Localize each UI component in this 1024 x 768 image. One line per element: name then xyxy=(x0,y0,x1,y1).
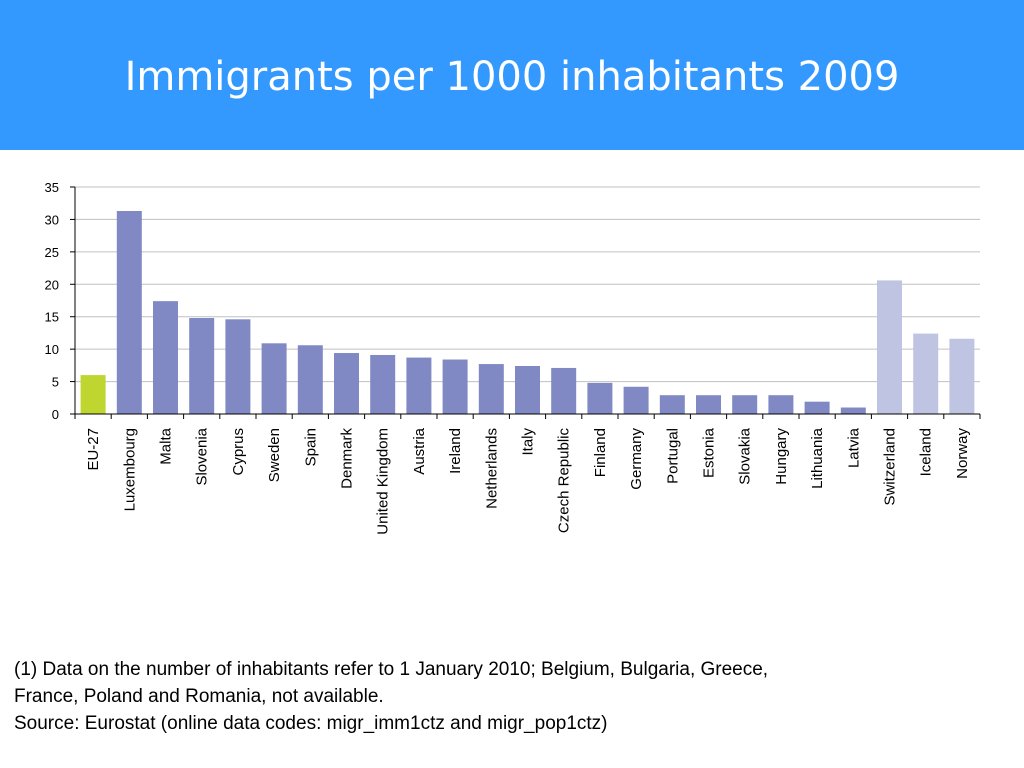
footnotes: (1) Data on the number of inhabitants re… xyxy=(14,656,1004,737)
bar-eu-27 xyxy=(80,375,106,414)
bar-italy xyxy=(515,366,540,414)
chart-axes xyxy=(74,187,980,415)
bar-iceland xyxy=(913,333,939,414)
x-tick-label: Estonia xyxy=(701,427,718,478)
footnote-line-2: France, Poland and Romania, not availabl… xyxy=(14,686,384,707)
bar-spain xyxy=(297,345,323,414)
title-banner: Immigrants per 1000 inhabitants 2009 xyxy=(0,0,1024,150)
bar-slovenia xyxy=(189,318,215,414)
x-tick-label: Hungary xyxy=(773,428,790,485)
bar-ireland xyxy=(442,359,468,414)
bar-cyprus xyxy=(225,319,251,414)
bar-lithuania xyxy=(804,401,830,414)
x-axis-tick-labels: EU-27 Luxembourg Malta Slovenia Cyprus Sweden… xyxy=(74,414,981,535)
bar-luxembourg xyxy=(116,210,142,414)
bar-finland xyxy=(587,382,613,414)
x-tick-label: Spain xyxy=(302,428,319,466)
source-note: Source: Eurostat (online data codes: mig… xyxy=(14,713,608,734)
bar-portugal xyxy=(659,395,685,414)
bar-hungary xyxy=(768,395,794,414)
y-tick-label: 30 xyxy=(45,212,59,227)
x-tick-label: United Kingdom xyxy=(375,428,392,535)
x-tick-label: Cyprus xyxy=(230,428,247,476)
slide-title: Immigrants per 1000 inhabitants 2009 xyxy=(124,54,900,100)
x-tick-label: Latvia xyxy=(845,427,862,468)
bar-czech-republic xyxy=(551,367,577,414)
x-tick-label: Iceland xyxy=(918,428,935,476)
y-tick-label: 35 xyxy=(45,180,59,195)
x-tick-label: Malta xyxy=(158,427,175,464)
x-tick-label: Switzerland xyxy=(882,428,899,506)
x-tick-label: Finland xyxy=(592,428,609,477)
x-tick-label: EU-27 xyxy=(85,428,102,471)
bar-sweden xyxy=(261,343,287,414)
bar-germany xyxy=(623,386,649,414)
bar-netherlands xyxy=(478,364,504,414)
x-tick-label: Italy xyxy=(520,428,537,456)
x-tick-label: Norway xyxy=(954,428,971,479)
x-tick-label: Denmark xyxy=(339,428,356,489)
bar-austria xyxy=(406,357,432,414)
bar-estonia xyxy=(696,395,721,414)
x-tick-label: Germany xyxy=(628,428,645,490)
x-tick-label: Netherlands xyxy=(483,428,500,509)
x-tick-label: Sweden xyxy=(266,428,283,482)
bar-slovakia xyxy=(732,395,758,414)
x-tick-label: Slovenia xyxy=(194,427,211,485)
x-tick-label: Ireland xyxy=(447,428,464,474)
bar-switzerland xyxy=(877,280,902,414)
x-tick-label: Slovakia xyxy=(737,427,754,484)
y-tick-label: 5 xyxy=(52,375,59,390)
bar-united-kingdom xyxy=(370,354,396,414)
x-tick-label: Czech Republic xyxy=(556,428,573,534)
y-tick-label: 15 xyxy=(45,310,59,325)
x-tick-label: Austria xyxy=(411,427,428,474)
chart-bars xyxy=(80,210,975,414)
y-tick-label: 20 xyxy=(45,277,59,292)
footnote-line-1: (1) Data on the number of inhabitants re… xyxy=(14,659,769,680)
y-tick-label: 0 xyxy=(52,407,59,422)
bar-denmark xyxy=(334,353,359,414)
y-tick-label: 10 xyxy=(45,342,59,357)
y-tick-label: 25 xyxy=(45,245,59,260)
y-axis-tick-labels: 0 5 10 15 20 25 30 35 xyxy=(45,180,75,422)
x-tick-label: Portugal xyxy=(664,428,681,484)
x-tick-label: Luxembourg xyxy=(121,428,138,511)
bar-norway xyxy=(949,338,975,414)
bar-latvia xyxy=(840,407,866,414)
bar-chart: 0 5 10 15 20 25 30 35 EU-27 Luxembourg Malta Slove… xyxy=(45,180,981,535)
x-tick-label: Lithuania xyxy=(809,427,826,489)
bar-malta xyxy=(153,301,178,414)
